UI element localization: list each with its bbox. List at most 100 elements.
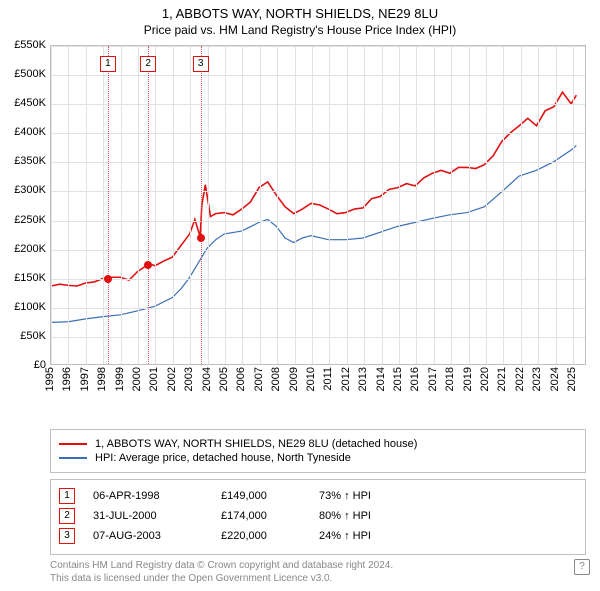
transaction-marker-line xyxy=(108,46,109,364)
y-tick-label: £550K xyxy=(14,39,46,51)
gridline-v xyxy=(312,46,313,364)
transaction-marker-number: 2 xyxy=(140,56,156,72)
x-tick-label: 1995 xyxy=(44,367,56,391)
x-tick-label: 2011 xyxy=(322,367,334,391)
chart-area: £0£50K£100K£150K£200K£250K£300K£350K£400… xyxy=(4,45,596,395)
legend-swatch xyxy=(59,443,87,445)
gridline-v xyxy=(242,46,243,364)
gridline-h xyxy=(51,191,585,192)
x-tick-label: 2018 xyxy=(444,367,456,391)
transaction-pct-vs-hpi: 73% ↑ HPI xyxy=(319,490,419,502)
gridline-h xyxy=(51,46,585,47)
x-tick-label: 2016 xyxy=(409,367,421,391)
gridline-v xyxy=(51,46,52,364)
y-tick-label: £200K xyxy=(14,243,46,255)
transaction-marker-dot xyxy=(144,261,152,269)
x-tick-label: 1997 xyxy=(79,367,91,391)
gridline-v xyxy=(573,46,574,364)
gridline-v xyxy=(260,46,261,364)
gridline-v xyxy=(138,46,139,364)
gridline-v xyxy=(451,46,452,364)
gridline-v xyxy=(295,46,296,364)
x-tick-label: 2000 xyxy=(131,367,143,391)
y-tick-label: £150K xyxy=(14,272,46,284)
transaction-pct-vs-hpi: 24% ↑ HPI xyxy=(319,530,419,542)
help-icon[interactable]: ? xyxy=(574,559,590,575)
y-axis: £0£50K£100K£150K£200K£250K£300K£350K£400… xyxy=(4,45,48,365)
gridline-v xyxy=(173,46,174,364)
x-tick-label: 2012 xyxy=(340,367,352,391)
legend: 1, ABBOTS WAY, NORTH SHIELDS, NE29 8LU (… xyxy=(50,429,586,473)
gridline-h xyxy=(51,337,585,338)
x-tick-label: 2013 xyxy=(357,367,369,391)
gridline-h xyxy=(51,104,585,105)
chart-container: 1, ABBOTS WAY, NORTH SHIELDS, NE29 8LU P… xyxy=(0,0,600,585)
gridline-v xyxy=(121,46,122,364)
gridline-v xyxy=(364,46,365,364)
legend-item-subject: 1, ABBOTS WAY, NORTH SHIELDS, NE29 8LU (… xyxy=(59,438,577,450)
transactions-table: 106-APR-1998£149,00073% ↑ HPI 2 31-JUL-200… xyxy=(50,479,586,555)
series-line-hpi xyxy=(51,145,576,322)
gridline-v xyxy=(208,46,209,364)
gridline-v xyxy=(155,46,156,364)
x-tick-label: 2023 xyxy=(531,367,543,391)
gridline-h xyxy=(51,75,585,76)
x-tick-label: 2004 xyxy=(201,367,213,391)
transaction-date: 31-JUL-2000 xyxy=(93,510,203,522)
transaction-price: £220,000 xyxy=(221,530,301,542)
gridline-v xyxy=(86,46,87,364)
gridline-v xyxy=(347,46,348,364)
gridline-v xyxy=(382,46,383,364)
chart-title: 1, ABBOTS WAY, NORTH SHIELDS, NE29 8LU xyxy=(4,6,596,21)
gridline-v xyxy=(538,46,539,364)
gridline-v xyxy=(434,46,435,364)
legend-label: HPI: Average price, detached house, Nort… xyxy=(95,452,351,464)
y-tick-label: £500K xyxy=(14,68,46,80)
y-tick-label: £100K xyxy=(14,301,46,313)
gridline-h xyxy=(51,133,585,134)
y-tick-label: £50K xyxy=(20,330,46,342)
y-tick-label: £400K xyxy=(14,126,46,138)
gridline-v xyxy=(225,46,226,364)
gridline-v xyxy=(277,46,278,364)
x-tick-label: 2022 xyxy=(514,367,526,391)
x-tick-label: 1999 xyxy=(114,367,126,391)
transaction-marker-number: 1 xyxy=(100,56,116,72)
x-tick-label: 2021 xyxy=(496,367,508,391)
gridline-v xyxy=(556,46,557,364)
y-tick-label: £450K xyxy=(14,97,46,109)
x-tick-label: 2020 xyxy=(479,367,491,391)
y-tick-label: £350K xyxy=(14,155,46,167)
footer-line: This data is licensed under the Open Gov… xyxy=(50,572,586,585)
plot-area: 123 xyxy=(50,45,586,365)
x-tick-label: 2024 xyxy=(549,367,561,391)
gridline-v xyxy=(190,46,191,364)
gridline-h xyxy=(51,279,585,280)
transaction-marker-dot xyxy=(197,234,205,242)
gridline-v xyxy=(399,46,400,364)
gridline-h xyxy=(51,250,585,251)
gridline-h xyxy=(51,221,585,222)
x-tick-label: 2002 xyxy=(166,367,178,391)
transaction-marker-line xyxy=(201,46,202,364)
y-tick-label: £300K xyxy=(14,184,46,196)
transaction-number: 2 xyxy=(59,508,75,524)
x-tick-label: 2003 xyxy=(183,367,195,391)
chart-subtitle: Price paid vs. HM Land Registry's House … xyxy=(4,23,596,37)
footer-attribution: Contains HM Land Registry data © Crown c… xyxy=(50,559,586,585)
x-tick-label: 1998 xyxy=(96,367,108,391)
transaction-marker-line xyxy=(148,46,149,364)
gridline-v xyxy=(469,46,470,364)
x-tick-label: 2006 xyxy=(235,367,247,391)
gridline-v xyxy=(68,46,69,364)
transaction-date: 06-APR-1998 xyxy=(93,490,203,502)
transaction-row: 106-APR-1998£149,00073% ↑ HPI xyxy=(59,488,577,504)
x-tick-label: 2019 xyxy=(462,367,474,391)
x-tick-label: 2008 xyxy=(270,367,282,391)
transaction-pct-vs-hpi: 80% ↑ HPI xyxy=(319,510,419,522)
footer-line: Contains HM Land Registry data © Crown c… xyxy=(50,559,586,572)
x-tick-label: 1996 xyxy=(61,367,73,391)
legend-item-hpi: HPI: Average price, detached house, Nort… xyxy=(59,452,577,464)
x-tick-label: 2010 xyxy=(305,367,317,391)
gridline-v xyxy=(486,46,487,364)
